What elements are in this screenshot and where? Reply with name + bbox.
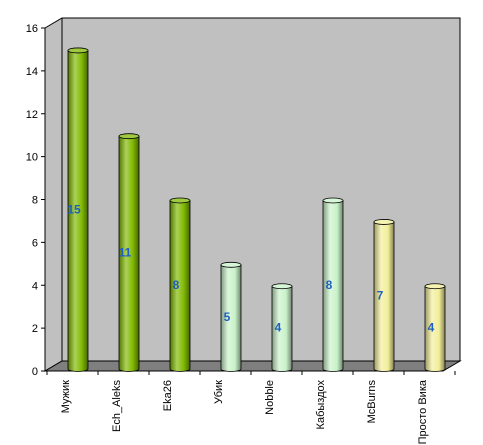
y-tick-label: 10 — [26, 152, 38, 164]
bar-4 — [220, 261, 242, 372]
category-label: Nobble — [264, 380, 276, 415]
bar-top — [424, 283, 446, 290]
data-label: 7 — [377, 288, 384, 302]
bar-7 — [373, 219, 395, 372]
y-tick-label: 12 — [26, 109, 38, 121]
bar-top — [220, 261, 242, 268]
y-tick-label: 8 — [32, 195, 38, 207]
bar-body — [118, 135, 140, 372]
bar-top — [67, 47, 89, 54]
bar-top — [118, 133, 140, 140]
category-label: Мужик — [60, 380, 72, 413]
category-label: McBurns — [366, 380, 378, 424]
category-label: Убик — [213, 380, 225, 404]
plot-floor — [43, 360, 462, 372]
y-tick-label: 6 — [32, 237, 38, 249]
data-label: 8 — [173, 278, 180, 292]
bar-body — [322, 200, 344, 372]
bar-3 — [169, 197, 191, 372]
bar-6 — [322, 197, 344, 372]
data-label: 15 — [67, 203, 81, 217]
plot-wall — [44, 17, 461, 372]
bar-body — [271, 285, 293, 372]
bar-5 — [271, 283, 293, 372]
data-label: 8 — [326, 278, 333, 292]
bar-body — [169, 200, 191, 372]
bar-top — [373, 219, 395, 225]
data-label: 4 — [275, 321, 282, 335]
category-label: Кабыздох — [315, 380, 327, 430]
bar-body — [220, 264, 242, 372]
category-label: Eka26 — [162, 380, 174, 411]
bar-top — [169, 197, 191, 204]
bar-body — [424, 285, 446, 372]
category-label: Ech_Aleks — [111, 380, 123, 432]
bar-8 — [424, 283, 446, 372]
bar-1 — [67, 47, 89, 372]
y-tick-label: 4 — [32, 280, 38, 292]
bar-top — [271, 283, 293, 290]
y-tick-label: 16 — [26, 23, 38, 35]
y-tick-label: 2 — [32, 323, 38, 335]
data-label: 4 — [428, 321, 435, 335]
y-tick-label: 14 — [26, 66, 38, 78]
bar-2 — [118, 133, 140, 372]
y-tick-label: 0 — [32, 366, 38, 378]
data-label: 11 — [119, 246, 132, 260]
bar-top — [322, 197, 344, 204]
bar-body — [67, 50, 89, 372]
bar-body — [373, 221, 395, 372]
category-label: Просто Вика — [417, 379, 429, 444]
data-label: 5 — [224, 310, 231, 324]
